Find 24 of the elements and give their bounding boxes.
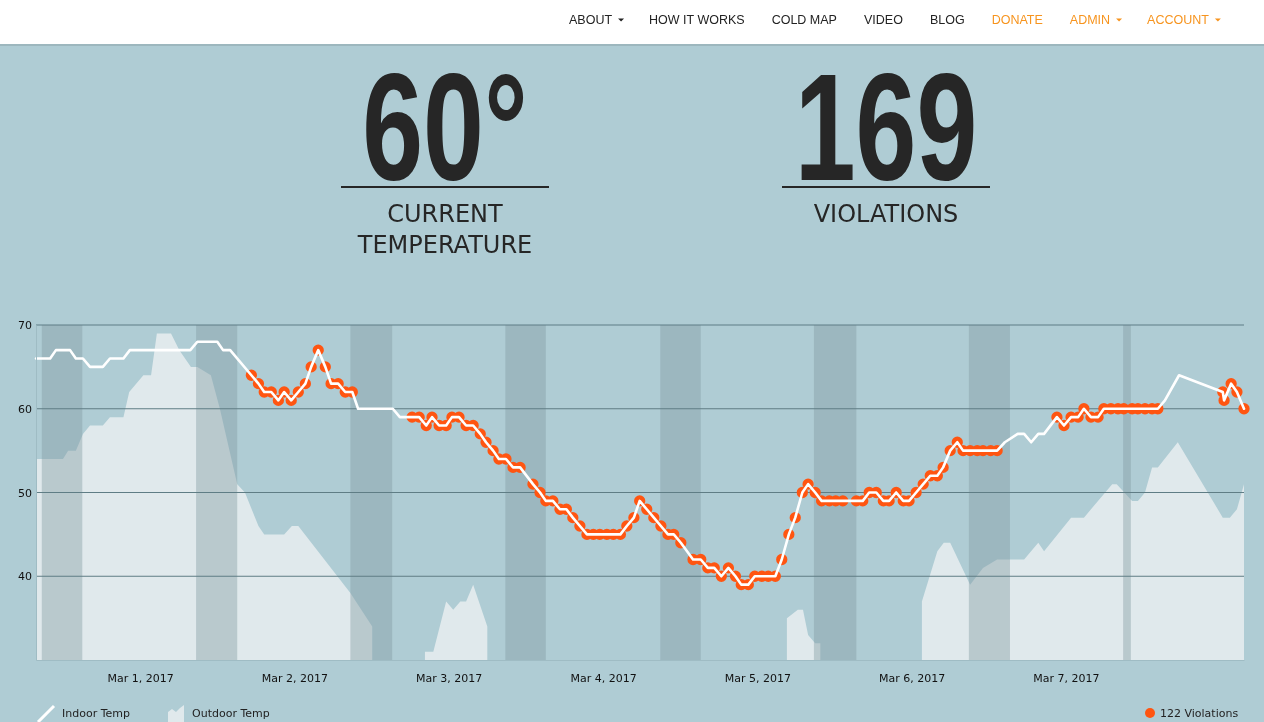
text: DONATE	[991, 13, 1043, 27]
legend-label: 122 Violations	[1160, 707, 1239, 720]
text: COLD MAP	[771, 13, 837, 27]
x-tick-label: Mar 2, 2017	[261, 671, 329, 685]
text: ADMIN	[1069, 13, 1111, 27]
x-tick-label: Mar 4, 2017	[570, 671, 637, 685]
text: ABOUT	[569, 13, 613, 27]
text: CURRENT TEMPERATURE	[356, 200, 533, 259]
legend-label: Outdoor Temp	[192, 707, 270, 720]
text: VIOLATIONS	[813, 200, 959, 228]
text: BLOG	[929, 13, 965, 27]
text: ACCOUNT	[1147, 13, 1210, 27]
y-tick-label: 60	[18, 402, 32, 416]
x-tick-label: Mar 3, 2017	[416, 671, 483, 685]
text: VIDEO	[863, 13, 904, 27]
y-tick-label: 70	[18, 319, 32, 333]
x-tick-label: Mar 7, 2017	[1033, 671, 1100, 685]
legend-label: Indoor Temp	[62, 707, 131, 720]
x-tick-label: Mar 5, 2017	[724, 671, 791, 685]
text: HOW IT WORKS	[649, 13, 745, 27]
x-tick-label: Mar 1, 2017	[107, 671, 174, 685]
y-tick-label: 50	[18, 486, 32, 500]
y-tick-label: 40	[18, 570, 32, 584]
x-tick-label: Mar 6, 2017	[879, 671, 946, 685]
